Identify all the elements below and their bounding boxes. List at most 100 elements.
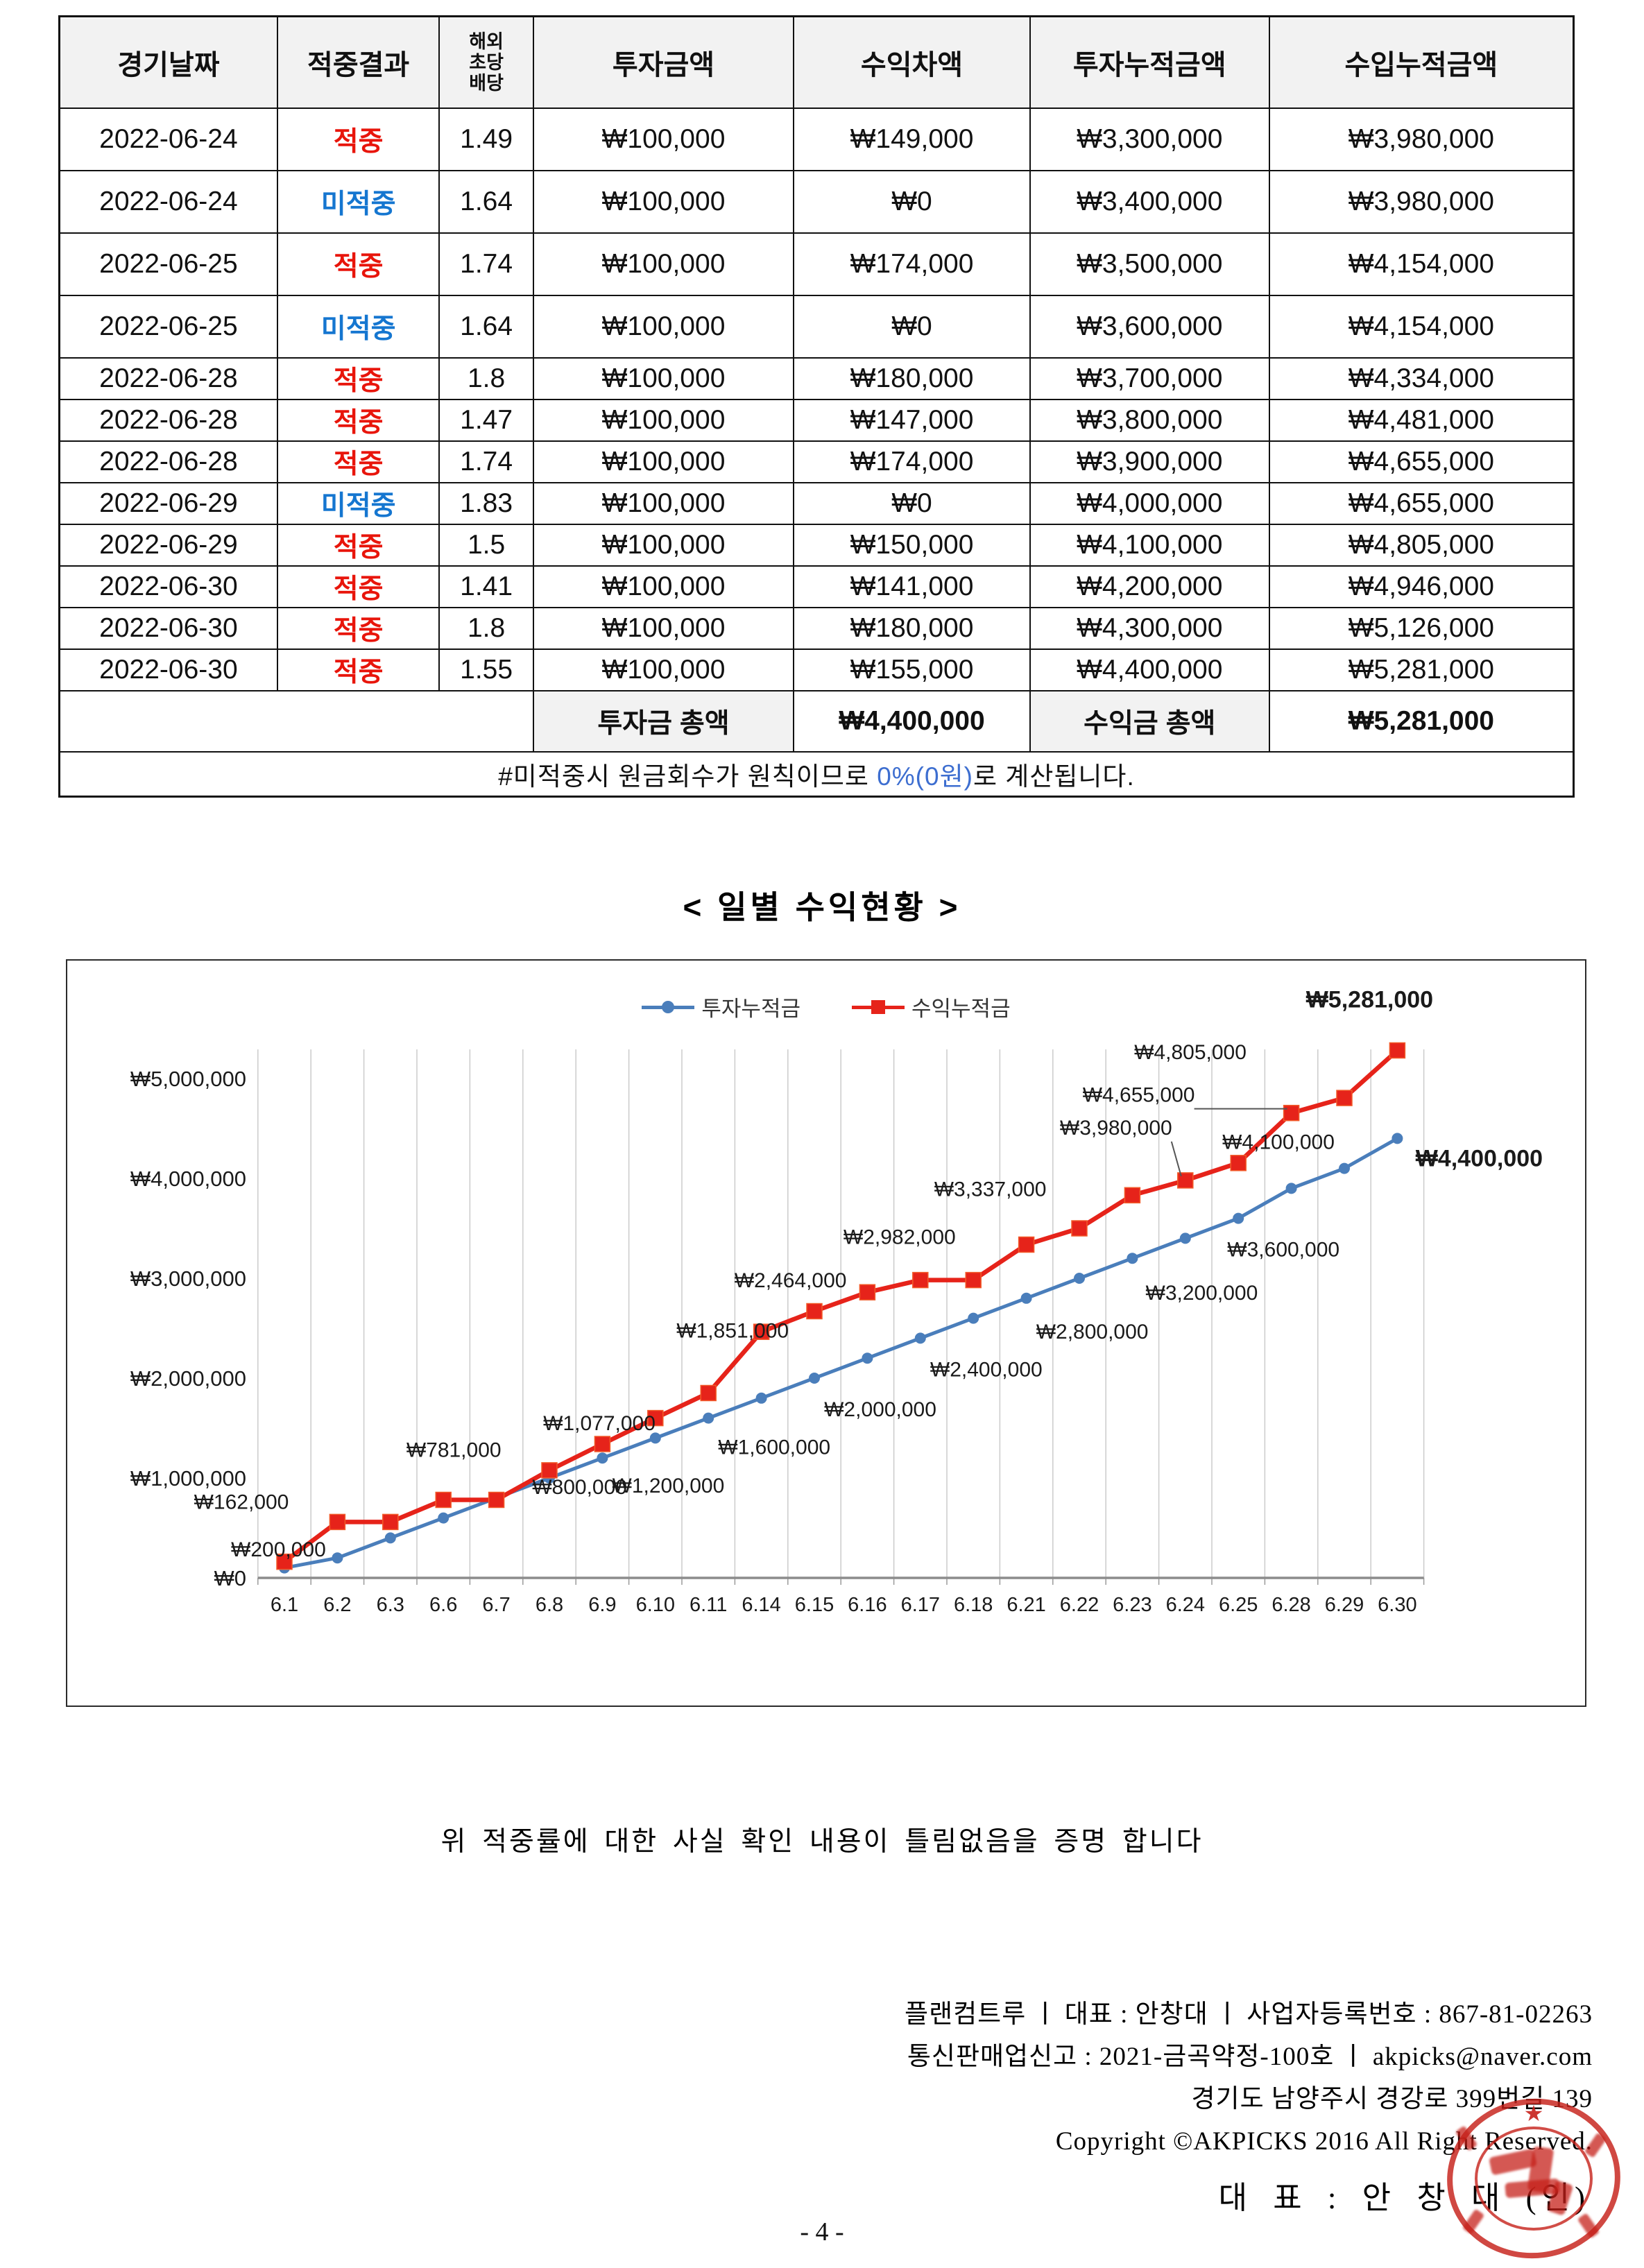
- svg-text:6.18: 6.18: [954, 1594, 993, 1616]
- note-text: #미적중시 원금회수가 원칙이므로: [498, 762, 877, 791]
- odds: 1.74: [438, 232, 534, 296]
- cumulative-invest: ₩3,800,000: [1029, 399, 1270, 442]
- svg-text:₩3,980,000: ₩3,980,000: [1060, 1117, 1172, 1140]
- column-header: 해외 초당 배당: [438, 15, 534, 109]
- invest-amount: ₩100,000: [532, 524, 795, 567]
- odds: 1.5: [438, 524, 534, 567]
- footer-line: 경기도 남양주시 경강로 399번길 139: [1191, 2085, 1593, 2113]
- cumulative-invest: ₩4,300,000: [1029, 607, 1270, 650]
- profit-amount: ₩155,000: [793, 648, 1031, 691]
- legend-label: 투자누적금: [701, 997, 800, 1021]
- cumulative-invest: ₩4,400,000: [1029, 648, 1270, 691]
- odds: 1.49: [438, 108, 534, 171]
- column-header: 투자누적금액: [1029, 15, 1270, 109]
- result: 미적중: [276, 482, 440, 525]
- totals-row: 투자금 총액 ₩4,400,000 수익금 총액 ₩5,281,000: [58, 690, 1575, 753]
- svg-text:6.9: 6.9: [588, 1594, 616, 1616]
- cumulative-income: ₩4,154,000: [1268, 295, 1575, 359]
- svg-text:6.16: 6.16: [848, 1594, 887, 1616]
- svg-text:6.8: 6.8: [536, 1594, 563, 1616]
- invest-amount: ₩100,000: [532, 108, 795, 171]
- daily-profit-chart: 투자누적금 수익누적금 ₩0 ₩1,000,000 ₩2,000,000 ₩3,000,…: [66, 959, 1586, 1707]
- legend-line-square-icon: [852, 998, 905, 1016]
- cumulative-invest: ₩3,600,000: [1029, 295, 1270, 359]
- game-date: 2022-06-29: [58, 482, 278, 525]
- cumulative-income: ₩4,655,000: [1268, 440, 1575, 483]
- svg-text:₩2,464,000: ₩2,464,000: [735, 1269, 847, 1292]
- profit-amount: ₩0: [793, 295, 1031, 359]
- table-row: 2022-06-28 적중 1.8 ₩100,000 ₩180,000 ₩3,700,00…: [58, 357, 1575, 400]
- chart-plot-area: ₩0 ₩1,000,000 ₩2,000,000 ₩3,000,000 ₩4,000,0…: [67, 961, 1585, 1709]
- column-header: 투자금액: [532, 15, 795, 109]
- legend-item: 수익누적금: [852, 991, 1011, 1022]
- svg-text:6.3: 6.3: [377, 1594, 404, 1616]
- profit-amount: ₩0: [793, 482, 1031, 525]
- result: 적중: [276, 399, 440, 442]
- svg-text:₩4,805,000: ₩4,805,000: [1134, 1041, 1247, 1064]
- cumulative-invest: ₩3,500,000: [1029, 232, 1270, 296]
- column-header: 경기날짜: [58, 15, 278, 109]
- odds: 1.8: [438, 607, 534, 650]
- invest-amount: ₩100,000: [532, 607, 795, 650]
- column-header: 적중결과: [276, 15, 440, 109]
- cumulative-income: ₩4,334,000: [1268, 357, 1575, 400]
- svg-text:6.10: 6.10: [636, 1594, 675, 1616]
- result: 적중: [276, 440, 440, 483]
- cumulative-invest: ₩3,700,000: [1029, 357, 1270, 400]
- invest-total-value: ₩4,400,000: [793, 690, 1031, 753]
- footer-line: 플랜컴트루 ㅣ 대표 : 안창대 ㅣ 사업자등록번호 : 867-81-0226…: [905, 2000, 1593, 2029]
- footer-line: Copyright ©AKPICKS 2016 All Right Reserv…: [1055, 2127, 1593, 2156]
- result: 적중: [276, 232, 440, 296]
- invest-amount: ₩100,000: [532, 399, 795, 442]
- svg-text:6.21: 6.21: [1007, 1594, 1045, 1616]
- svg-text:6.15: 6.15: [795, 1594, 834, 1616]
- profit-amount: ₩141,000: [793, 565, 1031, 608]
- svg-text:₩4,000,000: ₩4,000,000: [130, 1167, 246, 1191]
- svg-text:₩200,000: ₩200,000: [231, 1538, 326, 1561]
- betting-results-table: 경기날짜 적중결과 해외 초당 배당 투자금액 수익차액 투자누적금액 수입누적금액 202…: [58, 15, 1575, 798]
- table-row: 2022-06-24 미적중 1.64 ₩100,000 ₩0 ₩3,400,000 ₩3,…: [58, 170, 1575, 234]
- ceo-signature: 대 표 : 안 창 대 (인): [1218, 2181, 1590, 2215]
- table-row: 2022-06-29 미적중 1.83 ₩100,000 ₩0 ₩4,000,000 ₩4,…: [58, 482, 1575, 525]
- svg-text:6.2: 6.2: [323, 1594, 351, 1616]
- result: 적중: [276, 108, 440, 171]
- svg-text:6.17: 6.17: [901, 1594, 940, 1616]
- svg-text:₩162,000: ₩162,000: [194, 1491, 289, 1514]
- invest-total-label: 투자금 총액: [532, 690, 795, 753]
- odds: 1.64: [438, 170, 534, 234]
- note-zero-percent: 0%(0원): [877, 762, 973, 791]
- daily-profit-chart-title: < 일별 수익현황 >: [683, 889, 961, 925]
- svg-text:6.28: 6.28: [1271, 1594, 1310, 1616]
- svg-text:6.6: 6.6: [429, 1594, 457, 1616]
- svg-text:6.30: 6.30: [1378, 1594, 1416, 1616]
- cumulative-income: ₩5,126,000: [1268, 607, 1575, 650]
- table-header: 경기날짜 적중결과 해외 초당 배당 투자금액 수익차액 투자누적금액 수입누적금액: [58, 15, 1575, 109]
- svg-text:₩4,400,000: ₩4,400,000: [1416, 1145, 1543, 1171]
- svg-text:₩2,400,000: ₩2,400,000: [930, 1358, 1043, 1381]
- miss-note-row: #미적중시 원금회수가 원칙이므로 0%(0원)로 계산됩니다.: [58, 751, 1575, 798]
- certification-statement: 위 적중률에 대한 사실 확인 내용이 틀림없음을 증명 합니다: [440, 1827, 1204, 1857]
- table-row: 2022-06-30 적중 1.8 ₩100,000 ₩180,000 ₩4,300,00…: [58, 607, 1575, 650]
- svg-text:₩4,655,000: ₩4,655,000: [1083, 1084, 1195, 1107]
- game-date: 2022-06-24: [58, 170, 278, 234]
- svg-text:6.29: 6.29: [1325, 1594, 1364, 1616]
- table-row: 2022-06-28 적중 1.47 ₩100,000 ₩147,000 ₩3,800,0…: [58, 399, 1575, 442]
- profit-amount: ₩147,000: [793, 399, 1031, 442]
- svg-text:6.14: 6.14: [742, 1594, 780, 1616]
- svg-text:6.25: 6.25: [1219, 1594, 1258, 1616]
- cumulative-income: ₩4,154,000: [1268, 232, 1575, 296]
- svg-text:₩1,200,000: ₩1,200,000: [613, 1475, 725, 1497]
- game-date: 2022-06-28: [58, 399, 278, 442]
- svg-text:₩2,800,000: ₩2,800,000: [1036, 1321, 1149, 1343]
- table-row: 2022-06-24 적중 1.49 ₩100,000 ₩149,000 ₩3,300,0…: [58, 108, 1575, 171]
- profit-total-label: 수익금 총액: [1029, 690, 1270, 753]
- odds: 1.47: [438, 399, 534, 442]
- svg-text:₩1,000,000: ₩1,000,000: [130, 1466, 246, 1490]
- result: 미적중: [276, 170, 440, 234]
- profit-amount: ₩180,000: [793, 357, 1031, 400]
- cumulative-invest: ₩3,900,000: [1029, 440, 1270, 483]
- svg-text:₩5,000,000: ₩5,000,000: [130, 1067, 246, 1091]
- cumulative-income: ₩4,655,000: [1268, 482, 1575, 525]
- cumulative-invest: ₩3,400,000: [1029, 170, 1270, 234]
- legend-item: 투자누적금: [642, 991, 800, 1022]
